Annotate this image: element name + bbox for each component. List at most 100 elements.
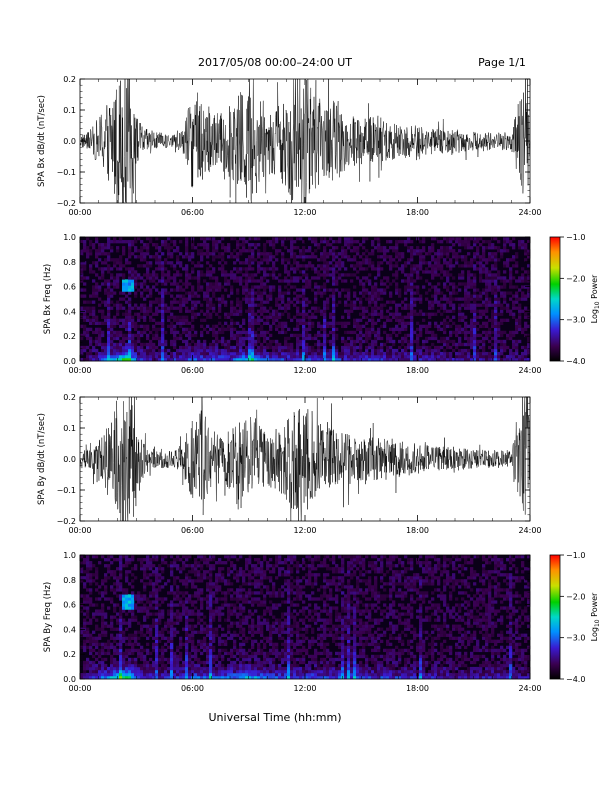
spectrogram-cell — [227, 327, 231, 332]
spectrogram-cell — [527, 315, 531, 319]
spectrogram-cell — [113, 291, 117, 295]
spectrogram-cell — [359, 345, 363, 350]
spectrogram-cell — [80, 279, 84, 283]
spectrogram-cell — [191, 252, 195, 256]
spectrogram-cell — [101, 666, 105, 671]
spectrogram-cell — [158, 300, 162, 304]
spectrogram-cell — [119, 354, 123, 359]
spectrogram-cell — [386, 354, 390, 359]
spectrogram-cell — [392, 327, 396, 332]
spectrogram-cell — [86, 237, 90, 241]
spectrogram-cell — [212, 246, 216, 250]
spectrogram-cell — [122, 657, 126, 662]
spectrogram-cell — [86, 639, 90, 643]
spectrogram-cell — [365, 297, 369, 301]
spectrogram-cell — [128, 300, 132, 304]
spectrogram-cell — [179, 309, 183, 313]
spectrogram-cell — [131, 285, 135, 289]
spectrogram-cell — [104, 612, 108, 616]
spectrogram-cell — [272, 348, 276, 353]
spectrogram-cell — [86, 246, 90, 250]
spectrogram-cell — [410, 288, 414, 292]
spectrogram-cell — [323, 327, 327, 332]
spectrogram-cell — [344, 357, 348, 362]
spectrogram-cell — [269, 258, 273, 262]
spectrogram-cell — [383, 291, 387, 295]
spectrogram-cell — [110, 618, 114, 622]
spectrogram-cell — [140, 285, 144, 289]
spectrogram-cell — [266, 351, 270, 356]
spectrogram-cell — [131, 633, 135, 637]
bx-trace-group — [79, 78, 531, 204]
spectrogram-cell — [98, 675, 102, 680]
spectrogram-cell — [326, 255, 330, 259]
spectrogram-cell — [263, 288, 267, 292]
spectrogram-cell — [335, 276, 339, 280]
spectrogram-cell — [140, 354, 144, 359]
spectrogram-cell — [134, 303, 138, 307]
spectrogram-cell — [368, 318, 372, 322]
spectrogram-cell — [323, 273, 327, 277]
bx-colorbar-gradient — [549, 236, 561, 362]
spectrogram-cell — [398, 339, 402, 344]
spectrogram-cell — [380, 309, 384, 313]
spectrogram-cell — [377, 240, 381, 244]
spectrogram-cell — [293, 333, 297, 338]
spectrogram-cell — [113, 606, 117, 610]
spectrogram-cell — [404, 273, 408, 277]
spectrogram-cell — [479, 261, 483, 265]
spectrogram-cell — [98, 243, 102, 247]
spectrogram-cell — [260, 258, 264, 262]
spectrogram-cell — [377, 336, 381, 341]
spectrogram-cell — [197, 342, 201, 347]
spectrogram-cell — [110, 249, 114, 253]
spectrogram-cell — [86, 573, 90, 577]
spectrogram-cell — [518, 246, 522, 250]
spectrogram-cell — [389, 318, 393, 322]
spectrogram-cell — [170, 321, 174, 325]
spectrogram-cell — [215, 324, 219, 329]
spectrogram-cell — [317, 273, 321, 277]
spectrogram-cell — [194, 663, 198, 668]
spectrogram-cell — [500, 321, 504, 325]
spectrogram-cell — [260, 303, 264, 307]
spectrogram-cell — [128, 672, 132, 677]
spectrogram-cell — [200, 243, 204, 247]
spectrogram-cell — [485, 315, 489, 319]
spectrogram-cell — [449, 354, 453, 359]
spectrogram-cell — [512, 306, 516, 310]
spectrogram-cell — [479, 273, 483, 277]
spectrogram-cell — [173, 276, 177, 280]
spectrogram-cell — [212, 342, 216, 347]
spectrogram-cell — [311, 324, 315, 329]
spectrogram-cell — [263, 321, 267, 325]
spectrogram-cell — [515, 327, 519, 332]
spectrogram-cell — [173, 333, 177, 338]
spectrogram-cell — [494, 327, 498, 332]
spectrogram-cell — [461, 318, 465, 322]
spectrogram-cell — [158, 660, 162, 665]
spectrogram-cell — [170, 303, 174, 307]
spectrogram-cell — [143, 669, 147, 674]
spectrogram-cell — [449, 297, 453, 301]
spectrogram-cell — [248, 342, 252, 347]
spectrogram-cell — [149, 573, 153, 577]
spectrogram-cell — [155, 642, 159, 647]
spectrogram-cell — [110, 654, 114, 659]
spectrogram-cell — [248, 297, 252, 301]
spectrogram-cell — [161, 282, 165, 286]
spectrogram-cell — [470, 339, 474, 344]
spectrogram-cell — [344, 267, 348, 271]
spectrogram-cell — [509, 333, 513, 338]
spectrogram-cell — [155, 300, 159, 304]
spectrogram-cell — [509, 285, 513, 289]
spectrogram-cell — [332, 327, 336, 332]
spectrogram-cell — [236, 309, 240, 313]
spectrogram-cell — [443, 327, 447, 332]
spectrogram-cell — [140, 666, 144, 671]
spectrogram-cell — [374, 330, 378, 335]
spectrogram-cell — [155, 558, 159, 562]
spectrogram-cell — [116, 651, 120, 656]
spectrogram-cell — [143, 609, 147, 613]
spectrogram-cell — [143, 324, 147, 329]
